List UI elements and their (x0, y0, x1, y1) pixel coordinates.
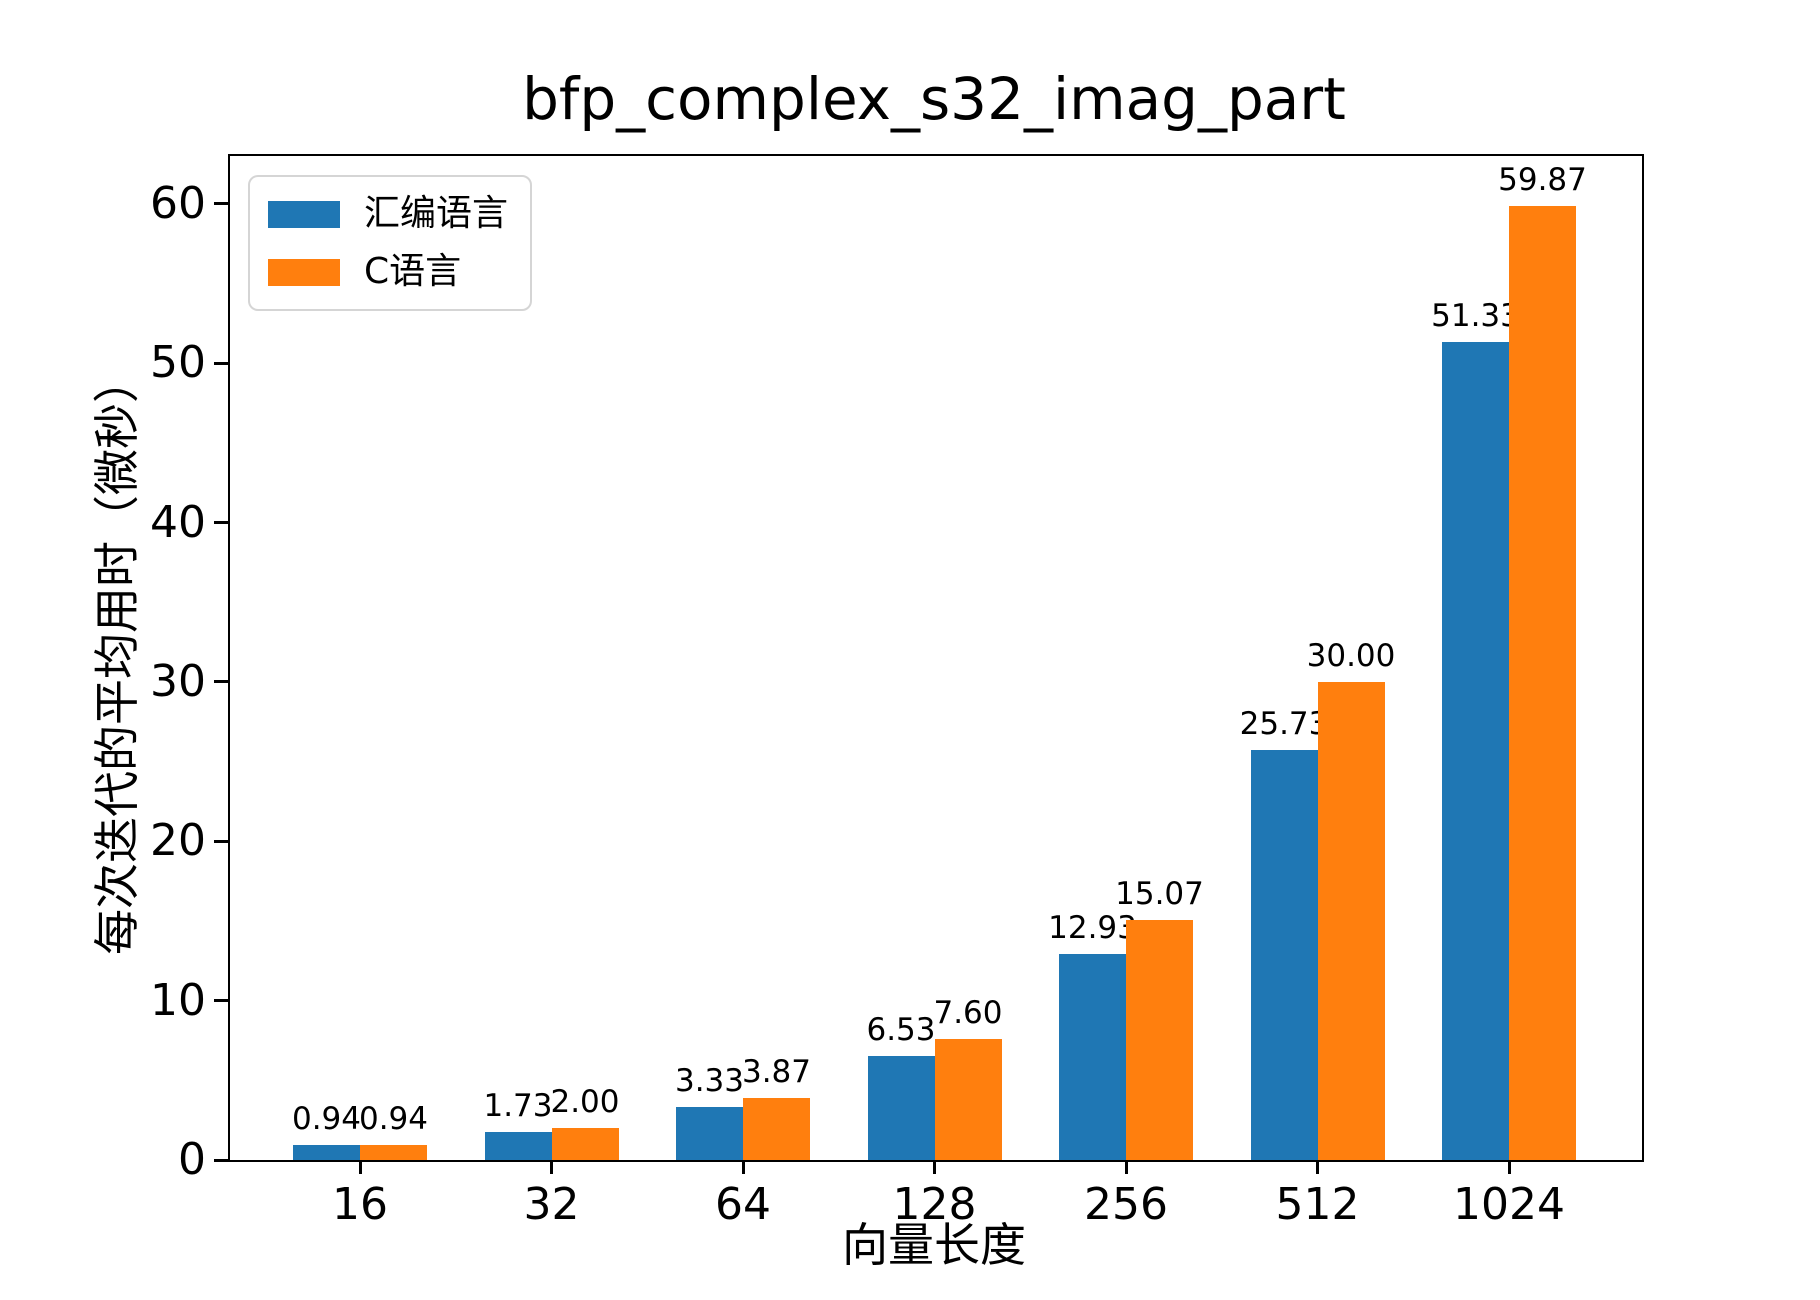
y-tick-label-60: 60 (150, 177, 206, 229)
y-tick-label-10: 10 (150, 974, 206, 1026)
y-tick-label-40: 40 (150, 496, 206, 548)
bar-asm-128 (867, 1055, 935, 1160)
x-tick-label-32: 32 (523, 1179, 580, 1230)
value-label-c-256: 15.07 (1115, 875, 1204, 912)
value-label-c-512: 30.00 (1306, 637, 1396, 674)
x-tick-mark-128 (933, 1160, 936, 1174)
bar-c-32 (551, 1128, 619, 1160)
y-tick-mark-60 (214, 202, 228, 206)
bar-c-16 (360, 1145, 427, 1160)
legend: 汇编语言 C语言 (248, 175, 533, 311)
value-label-c-16: 0.94 (358, 1101, 429, 1138)
x-tick-label-64: 64 (715, 1179, 771, 1230)
legend-item-c: C语言 (268, 251, 508, 293)
legend-label-c: C语言 (364, 251, 462, 292)
y-tick-mark-10 (214, 999, 228, 1003)
y-tick-mark-0 (214, 1158, 228, 1162)
y-axis-label: 每次迭代的平均用时（微秒） (90, 357, 144, 955)
bar-asm-256 (1059, 953, 1126, 1160)
value-label-asm-32: 1.73 (483, 1088, 553, 1125)
bar-c-1024 (1509, 205, 1576, 1160)
value-label-asm-128: 6.53 (866, 1011, 936, 1048)
bar-c-128 (934, 1038, 1002, 1160)
value-label-c-64: 3.87 (741, 1054, 812, 1091)
bar-asm-64 (676, 1106, 743, 1160)
value-label-c-128: 7.60 (933, 994, 1003, 1031)
value-label-c-32: 2.00 (550, 1084, 620, 1121)
value-label-asm-64: 3.33 (674, 1062, 745, 1099)
bar-asm-16 (293, 1145, 360, 1160)
x-tick-mark-16 (358, 1160, 362, 1174)
y-tick-mark-40 (214, 521, 228, 525)
y-tick-label-0: 0 (178, 1134, 206, 1185)
legend-item-asm: 汇编语言 (268, 193, 508, 235)
x-tick-label-16: 16 (332, 1179, 388, 1230)
y-tick-label-30: 30 (150, 655, 206, 707)
value-label-asm-16: 0.94 (291, 1101, 362, 1138)
bar-asm-32 (484, 1132, 552, 1160)
x-tick-mark-64 (741, 1160, 745, 1174)
x-tick-mark-256 (1124, 1160, 1128, 1174)
x-tick-label-128: 128 (892, 1179, 977, 1230)
bar-asm-1024 (1442, 341, 1509, 1160)
bar-asm-512 (1250, 749, 1318, 1160)
bar-c-64 (743, 1098, 810, 1160)
bar-c-256 (1126, 919, 1193, 1160)
value-label-asm-256: 12.93 (1048, 909, 1137, 946)
x-axis-label: 向量长度 (842, 1218, 1026, 1272)
value-label-asm-1024: 51.33 (1431, 297, 1520, 334)
chart-title: bfp_complex_s32_imag_part (522, 65, 1346, 133)
y-tick-label-20: 20 (150, 815, 206, 867)
bar-c-512 (1317, 681, 1385, 1160)
x-tick-mark-32 (550, 1160, 553, 1174)
x-tick-label-512: 512 (1275, 1179, 1360, 1230)
x-tick-label-256: 256 (1084, 1179, 1168, 1230)
y-tick-mark-20 (214, 839, 228, 843)
value-label-asm-512: 25.73 (1239, 705, 1329, 742)
y-tick-mark-30 (214, 680, 228, 684)
x-tick-mark-512 (1316, 1160, 1319, 1174)
plot-area: 汇编语言 C语言 0.94 0.94 1.73 2.00 3.33 3.87 6.53 7.60… (150, 154, 1644, 1230)
y-tick-label-50: 50 (150, 337, 206, 389)
legend-label-asm: 汇编语言 (364, 193, 509, 234)
x-tick-label-1024: 1024 (1453, 1179, 1565, 1230)
x-tick-mark-1024 (1507, 1160, 1511, 1174)
y-tick-mark-50 (214, 361, 228, 365)
legend-swatch-icon (268, 258, 340, 286)
value-label-c-1024: 59.87 (1498, 161, 1587, 198)
legend-swatch-icon (268, 200, 340, 228)
